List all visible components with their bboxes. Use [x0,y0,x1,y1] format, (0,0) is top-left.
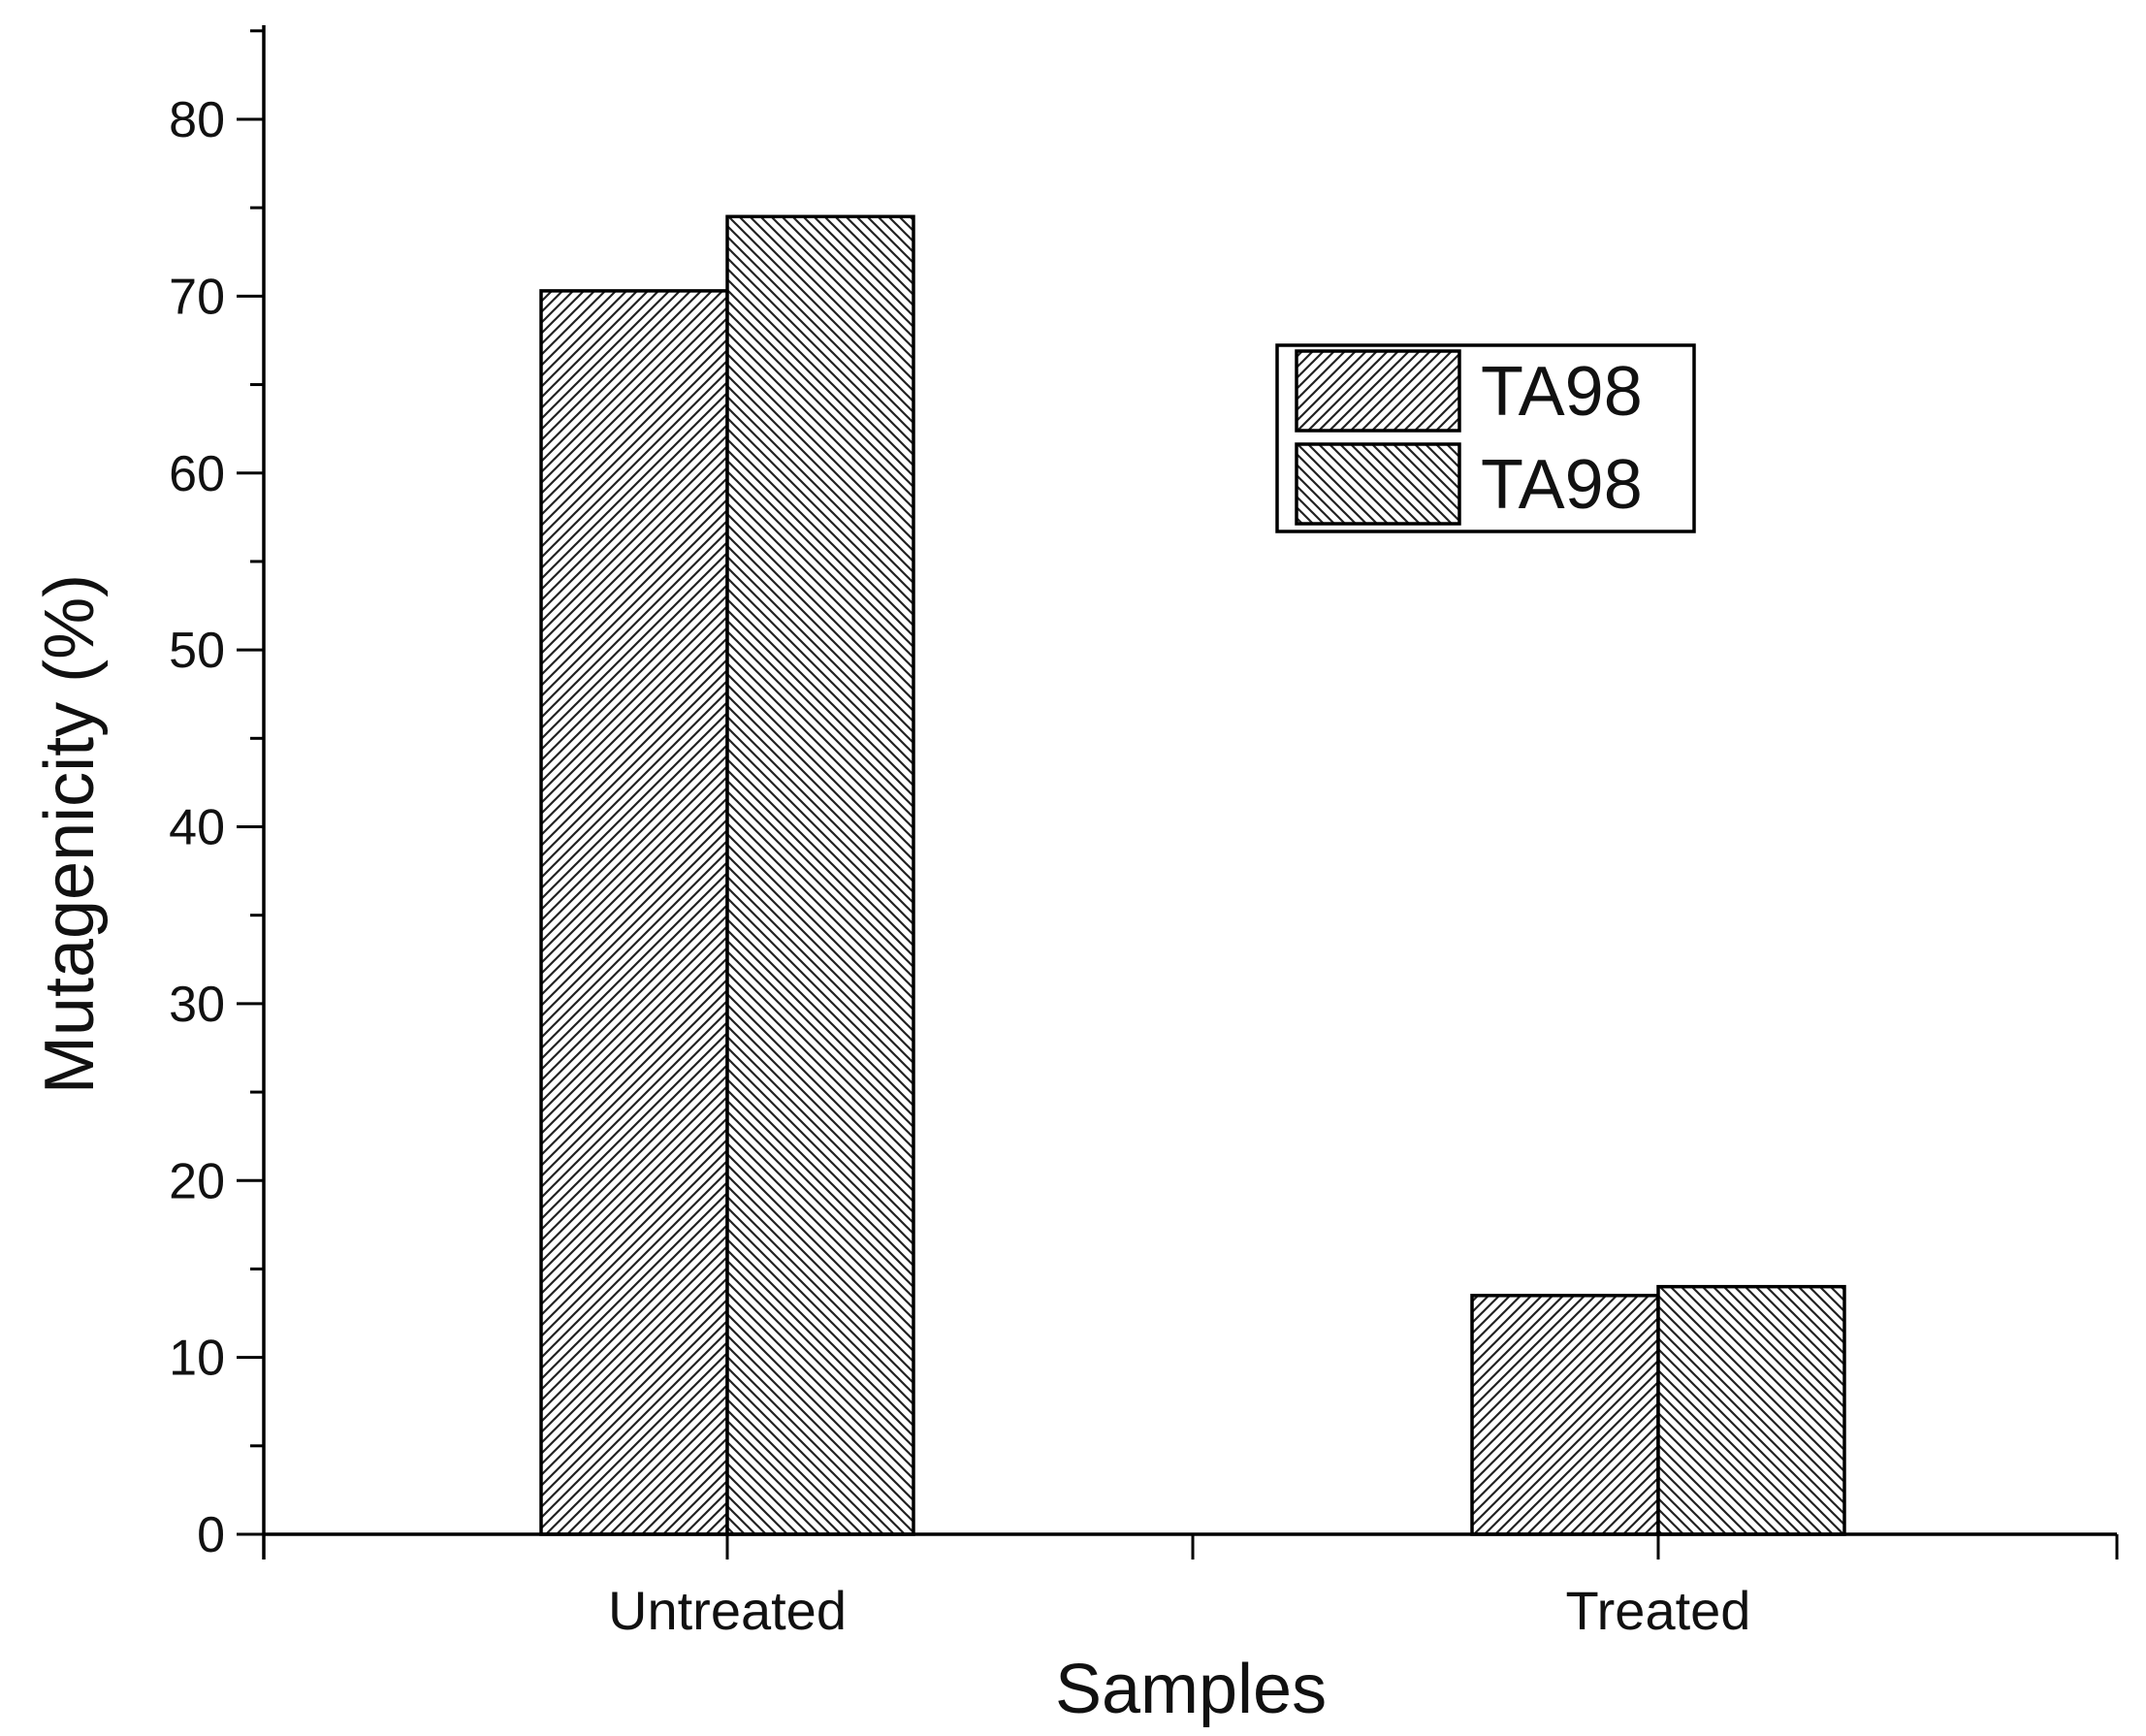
y-tick-label: 30 [169,977,225,1033]
y-tick-label: 50 [169,623,225,679]
bar-untreated-series-2 [725,214,915,1536]
bar-untreated-series-1 [539,289,729,1536]
bar-treated-series-1 [1470,1294,1660,1536]
y-axis-title: Mutagenicity (%) [31,574,109,1094]
legend-swatch-1 [1295,349,1461,433]
legend-label-1: TA98 [1481,353,1643,431]
legend-swatch-2 [1295,442,1461,526]
y-tick-label: 70 [169,269,225,325]
x-axis-title: Samples [1055,1651,1327,1728]
y-tick-label: 80 [169,92,225,148]
x-tick-label-untreated: Untreated [608,1580,847,1641]
y-tick-label: 60 [169,446,225,502]
axes-layer: 0 10 20 30 40 50 60 70 80 Untreated Treated [169,25,2119,1641]
y-tick-label: 10 [169,1331,225,1387]
bar-treated-series-2 [1656,1284,1846,1536]
y-tick-label: 40 [169,800,225,856]
y-tick-label: 0 [197,1507,225,1563]
bars-layer [539,214,1846,1536]
legend-label-2: TA98 [1481,446,1643,524]
x-tick-label-treated: Treated [1566,1580,1751,1641]
y-tick-label: 20 [169,1153,225,1209]
legend: TA98 TA98 [1275,343,1696,533]
